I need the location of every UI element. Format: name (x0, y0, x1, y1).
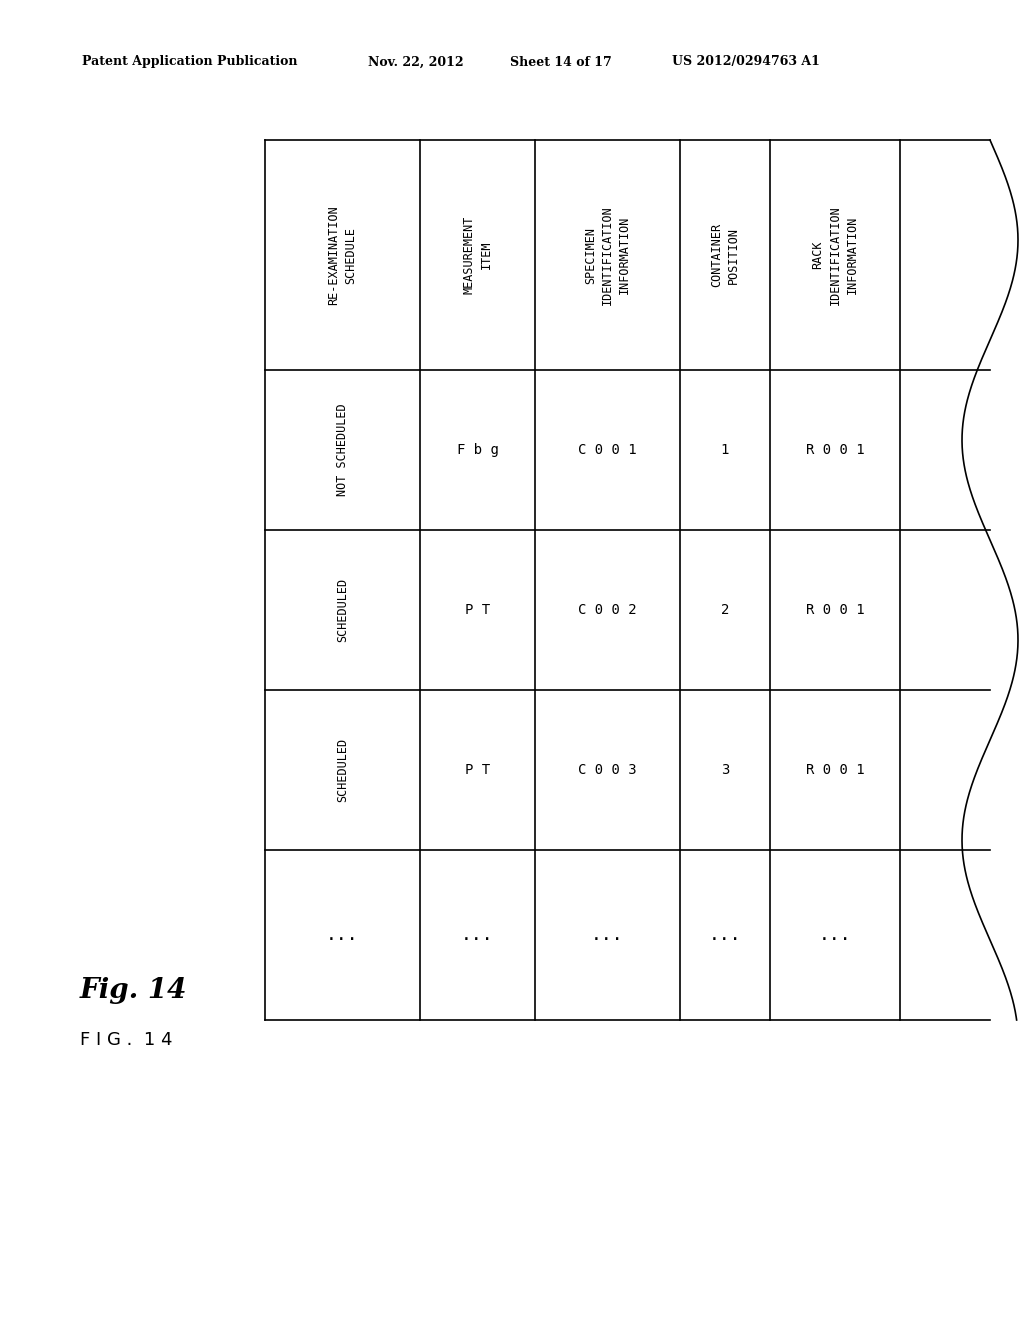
Text: R 0 0 1: R 0 0 1 (806, 603, 864, 616)
Text: Patent Application Publication: Patent Application Publication (82, 55, 298, 69)
Text: RACK
IDENTIFICATION
INFORMATION: RACK IDENTIFICATION INFORMATION (811, 205, 858, 305)
Text: ...: ... (327, 927, 358, 944)
Text: P T: P T (465, 763, 490, 777)
Text: P T: P T (465, 603, 490, 616)
Text: C 0 0 1: C 0 0 1 (579, 444, 637, 457)
Text: C 0 0 3: C 0 0 3 (579, 763, 637, 777)
Text: RE-EXAMINATION
SCHEDULE: RE-EXAMINATION SCHEDULE (328, 205, 357, 305)
Text: CONTAINER
POSITION: CONTAINER POSITION (710, 223, 740, 286)
Text: Sheet 14 of 17: Sheet 14 of 17 (510, 55, 611, 69)
Text: ...: ... (709, 927, 741, 944)
Text: SCHEDULED: SCHEDULED (336, 578, 349, 642)
Text: 2: 2 (721, 603, 729, 616)
Text: SPECIMEN
IDENTIFICATION
INFORMATION: SPECIMEN IDENTIFICATION INFORMATION (584, 205, 631, 305)
Text: ...: ... (818, 927, 851, 944)
Text: Fig. 14: Fig. 14 (80, 977, 187, 1003)
Text: C 0 0 2: C 0 0 2 (579, 603, 637, 616)
Text: F b g: F b g (457, 444, 499, 457)
Text: MEASUREMENT
ITEM: MEASUREMENT ITEM (463, 215, 493, 294)
Text: ...: ... (591, 927, 624, 944)
Text: R 0 0 1: R 0 0 1 (806, 763, 864, 777)
Text: NOT SCHEDULED: NOT SCHEDULED (336, 404, 349, 496)
Text: 3: 3 (721, 763, 729, 777)
Text: US 2012/0294763 A1: US 2012/0294763 A1 (672, 55, 820, 69)
Text: F I G .  1 4: F I G . 1 4 (80, 1031, 172, 1049)
Text: ...: ... (461, 927, 494, 944)
Text: SCHEDULED: SCHEDULED (336, 738, 349, 803)
Text: 1: 1 (721, 444, 729, 457)
Text: R 0 0 1: R 0 0 1 (806, 444, 864, 457)
Text: Nov. 22, 2012: Nov. 22, 2012 (368, 55, 464, 69)
